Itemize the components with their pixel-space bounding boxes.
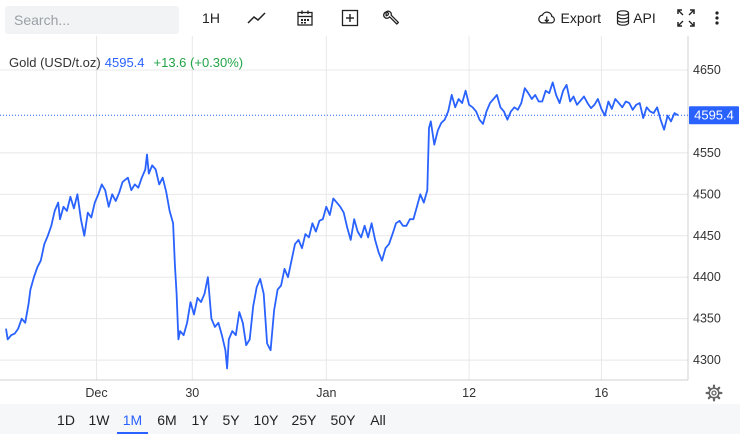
more-options-button[interactable]	[708, 4, 726, 32]
legend-symbol: Gold (USD/t.oz)	[9, 55, 101, 70]
y-tick-label: 4300	[693, 353, 721, 367]
range-10y-button[interactable]: 10Y	[253, 412, 279, 428]
export-button[interactable]: Export	[537, 4, 601, 32]
last-price-tag: 4595.4	[689, 106, 739, 125]
y-axis-ticks: 4300 4350 4400 4450 4500 4550 4650	[693, 63, 721, 367]
chart-type-button[interactable]	[244, 4, 270, 32]
gear-icon	[705, 384, 723, 402]
y-tick-label: 4650	[693, 63, 721, 77]
grid-lines	[0, 36, 688, 380]
interval-label: 1H	[202, 10, 220, 26]
x-tick-label: Jan	[316, 386, 336, 400]
range-1m-button[interactable]: 1M	[117, 408, 148, 434]
range-50y-button[interactable]: 50Y	[330, 412, 356, 428]
chart-legend: Gold (USD/t.oz) 4595.4 +13.6 (+0.30%)	[9, 55, 243, 70]
range-1d-button[interactable]: 1D	[57, 412, 75, 428]
database-icon	[617, 10, 630, 26]
chart-toolbar: 1H Export API	[0, 0, 740, 36]
range-25y-button[interactable]: 25Y	[291, 412, 317, 428]
api-button[interactable]: API	[615, 4, 657, 32]
legend-change: +13.6 (+0.30%)	[154, 55, 244, 70]
fullscreen-button[interactable]	[676, 4, 696, 32]
legend-last: 4595.4	[105, 55, 145, 70]
y-tick-label: 4500	[693, 187, 721, 201]
range-1w-button[interactable]: 1W	[88, 412, 110, 428]
wrench-icon	[383, 10, 400, 25]
line-chart-icon	[247, 12, 266, 24]
compare-button[interactable]	[337, 4, 363, 32]
x-tick-label: Dec	[85, 386, 107, 400]
settings-tools-button[interactable]	[378, 4, 404, 32]
y-tick-label: 4350	[693, 312, 721, 326]
x-axis-ticks: Dec 30 Jan 12 16	[85, 386, 608, 400]
range-5y-button[interactable]: 5Y	[222, 412, 240, 428]
price-chart[interactable]: Dec 30 Jan 12 16 4300 4350 4400 4450 4500 4550 465…	[0, 36, 740, 404]
export-label: Export	[560, 10, 601, 26]
chart-area[interactable]: Dec 30 Jan 12 16 4300 4350 4400 4450 4500 4550 465…	[0, 36, 740, 404]
interval-button[interactable]: 1H	[197, 4, 225, 32]
x-tick-label: 30	[185, 386, 199, 400]
fullscreen-icon	[677, 9, 695, 27]
x-tick-label: 12	[462, 386, 476, 400]
range-all-button[interactable]: All	[370, 412, 386, 428]
x-tick-label: 16	[594, 386, 608, 400]
calendar-icon	[297, 10, 313, 26]
add-square-icon	[341, 9, 359, 27]
y-tick-label: 4400	[693, 270, 721, 284]
chart-settings-button[interactable]	[705, 384, 723, 402]
more-vertical-icon	[715, 11, 719, 25]
cloud-download-icon	[538, 11, 555, 24]
search-input[interactable]	[5, 6, 183, 34]
y-tick-label: 4450	[693, 229, 721, 243]
api-label: API	[633, 10, 656, 26]
time-range-bar: 1D 1W 1M 6M 1Y 5Y 10Y 25Y 50Y All	[0, 404, 740, 434]
date-range-button[interactable]	[292, 4, 318, 32]
series-line-gold	[5, 81, 679, 370]
y-tick-label: 4550	[693, 146, 721, 160]
range-1y-button[interactable]: 1Y	[191, 412, 209, 428]
last-price-label: 4595.4	[694, 108, 734, 123]
search-box	[5, 6, 183, 34]
range-6m-button[interactable]: 6M	[157, 412, 177, 428]
